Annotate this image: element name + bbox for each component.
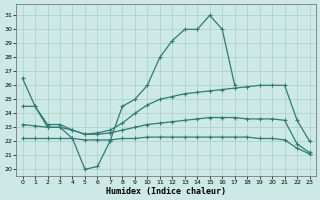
X-axis label: Humidex (Indice chaleur): Humidex (Indice chaleur) bbox=[106, 187, 226, 196]
